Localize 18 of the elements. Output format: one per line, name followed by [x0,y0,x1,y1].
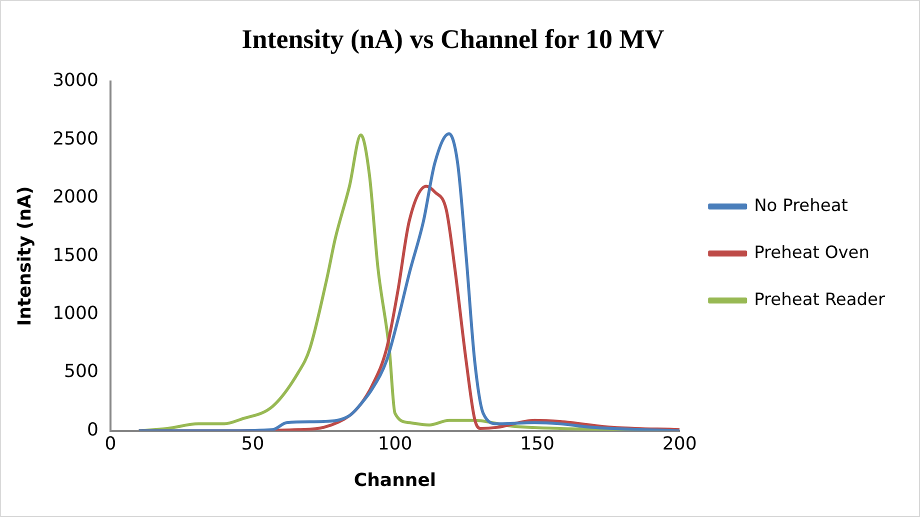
x-tick-label: 50 [241,433,264,454]
y-tick-label: 0 [86,419,98,440]
legend-label: No Preheat [754,196,848,216]
x-tick-label: 100 [378,433,412,454]
y-tick-label: 2500 [52,128,98,150]
y-tick-label: 3000 [52,70,98,92]
y-tick-label: 1000 [52,303,98,324]
x-axis-title: Channel [354,470,436,491]
y-tick-label: 2000 [52,186,98,208]
y-axis-title: Intensity (nA) [14,186,36,326]
x-tick-label: 0 [104,433,116,454]
x-tick-label: 200 [662,433,697,454]
chart-title: Intensity (nA) vs Channel for 10 MV [242,24,665,54]
legend-label: Preheat Oven [754,242,870,263]
legend-label: Preheat Reader [754,290,886,310]
y-tick-label: 500 [64,361,98,382]
x-tick-label: 150 [520,433,554,454]
y-tick-label: 1500 [52,244,98,266]
